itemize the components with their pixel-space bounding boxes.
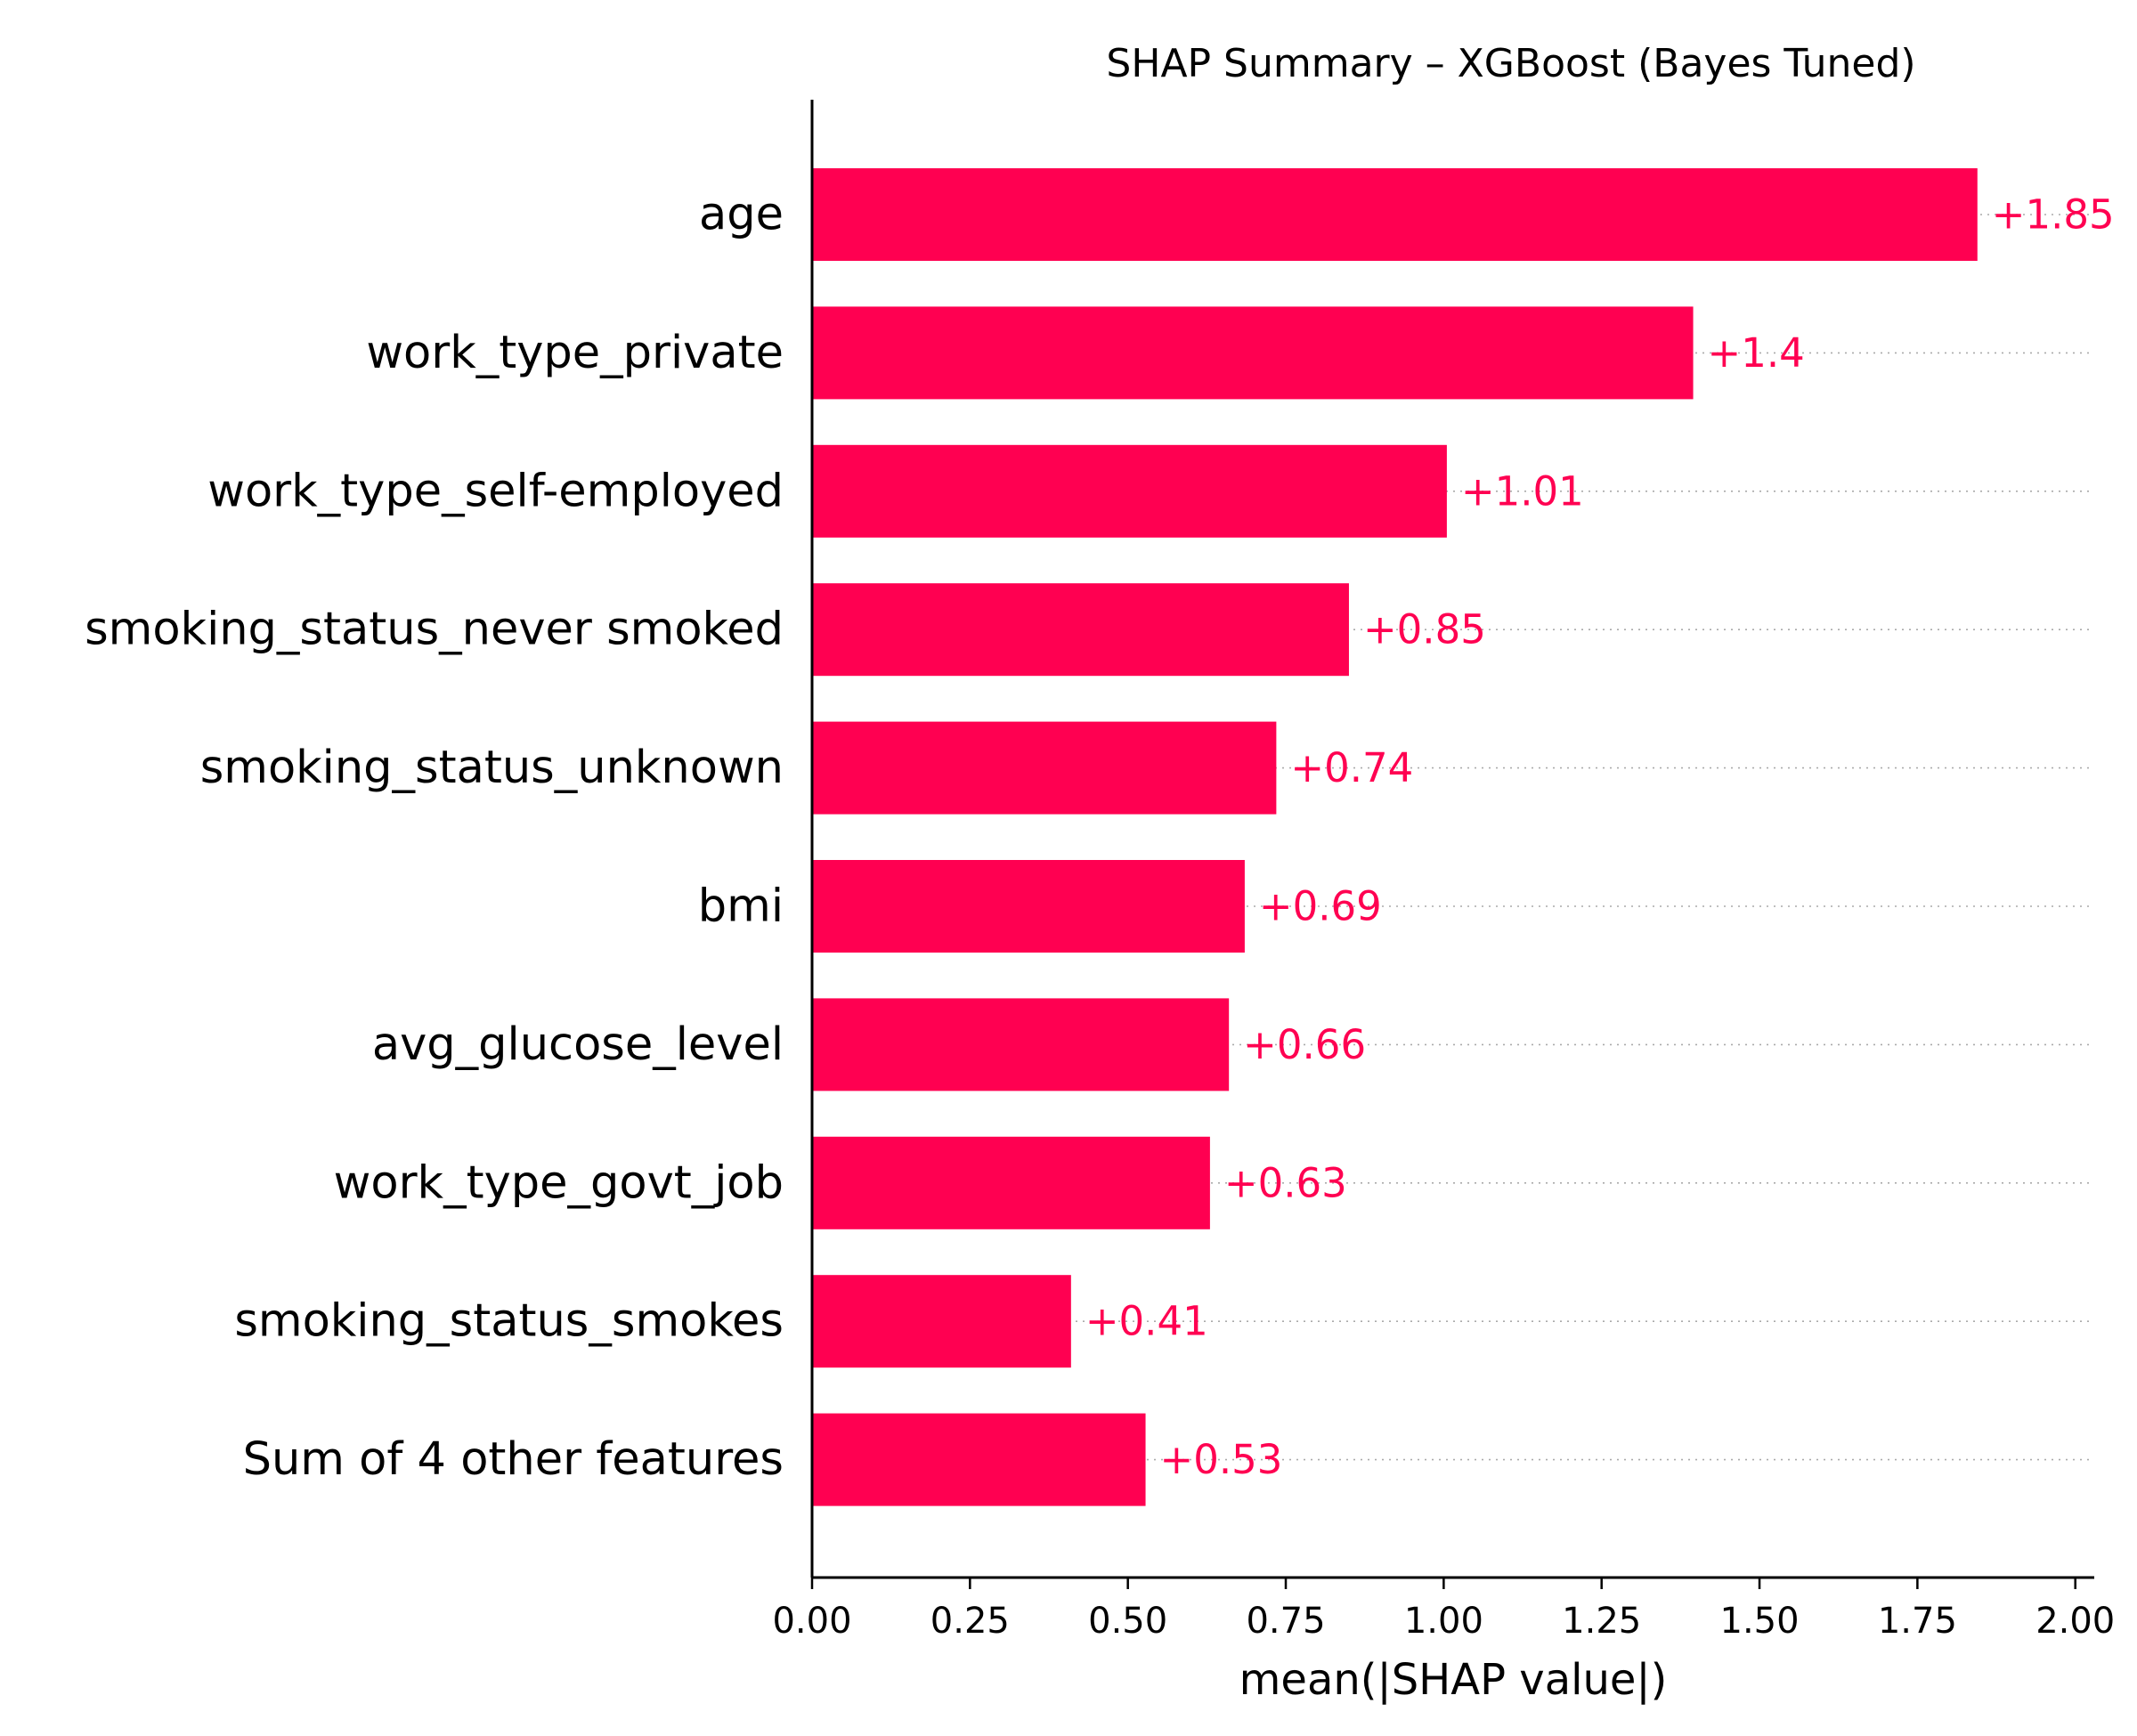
bar: [812, 860, 1245, 953]
value-label: +1.85: [1992, 191, 2115, 239]
value-label: +0.69: [1259, 883, 1382, 930]
value-label: +0.66: [1243, 1021, 1366, 1068]
category-labels: age work_type_private work_type_self-emplo…: [85, 189, 784, 1487]
category-label: avg_glucose_level: [372, 1018, 784, 1071]
bar: [812, 998, 1230, 1091]
x-tick-label: 1.00: [1404, 1601, 1483, 1642]
value-label: +1.01: [1461, 467, 1584, 515]
category-label: work_type_govt_job: [334, 1156, 784, 1209]
category-label: smoking_status_unknown: [200, 742, 784, 794]
x-tick-label: 0.75: [1246, 1601, 1325, 1642]
x-tick-label: 0.00: [772, 1601, 851, 1642]
guide-lines: [812, 214, 2094, 1461]
chart-title: SHAP Summary – XGBoost (Bayes Tuned): [1106, 41, 1915, 86]
value-label: +0.85: [1363, 606, 1486, 653]
value-labels: +1.85 +1.4 +1.01 +0.85 +0.74 +0.69 +0.66 +0.63 +…: [1085, 191, 2115, 1484]
bar: [812, 721, 1277, 815]
x-tick-label: 0.50: [1088, 1601, 1167, 1642]
bars: [812, 168, 1978, 1506]
x-tick-label: 1.25: [1562, 1601, 1641, 1642]
value-label: +0.53: [1160, 1436, 1283, 1483]
x-tick-label: 0.25: [930, 1601, 1010, 1642]
bar: [812, 1413, 1146, 1506]
category-label: work_type_private: [366, 327, 784, 379]
x-tick-label: 2.00: [2035, 1601, 2115, 1642]
category-label: bmi: [698, 880, 784, 933]
category-label: work_type_self-employed: [207, 465, 784, 517]
bar: [812, 1275, 1071, 1368]
value-label: +0.74: [1290, 744, 1413, 791]
bar: [812, 583, 1349, 677]
category-label: Sum of 4 other features: [243, 1433, 784, 1486]
x-axis-ticks: 0.00 0.25 0.50 0.75 1.00 1.25 1.50 1.75 2.00: [772, 1578, 2115, 1642]
category-label: smoking_status_never smoked: [85, 604, 784, 656]
value-label: +1.4: [1708, 329, 1805, 377]
bar: [812, 444, 1447, 538]
x-tick-label: 1.75: [1878, 1601, 1957, 1642]
bar: [812, 168, 1978, 261]
bar: [812, 306, 1694, 400]
category-label: smoking_status_smokes: [234, 1295, 784, 1348]
bar: [812, 1136, 1210, 1229]
category-label: age: [699, 189, 784, 241]
value-label: +0.41: [1085, 1298, 1208, 1345]
value-label: +0.63: [1224, 1159, 1347, 1206]
x-tick-label: 1.50: [1720, 1601, 1800, 1642]
x-axis-label: mean(|SHAP value|): [1239, 1655, 1668, 1705]
